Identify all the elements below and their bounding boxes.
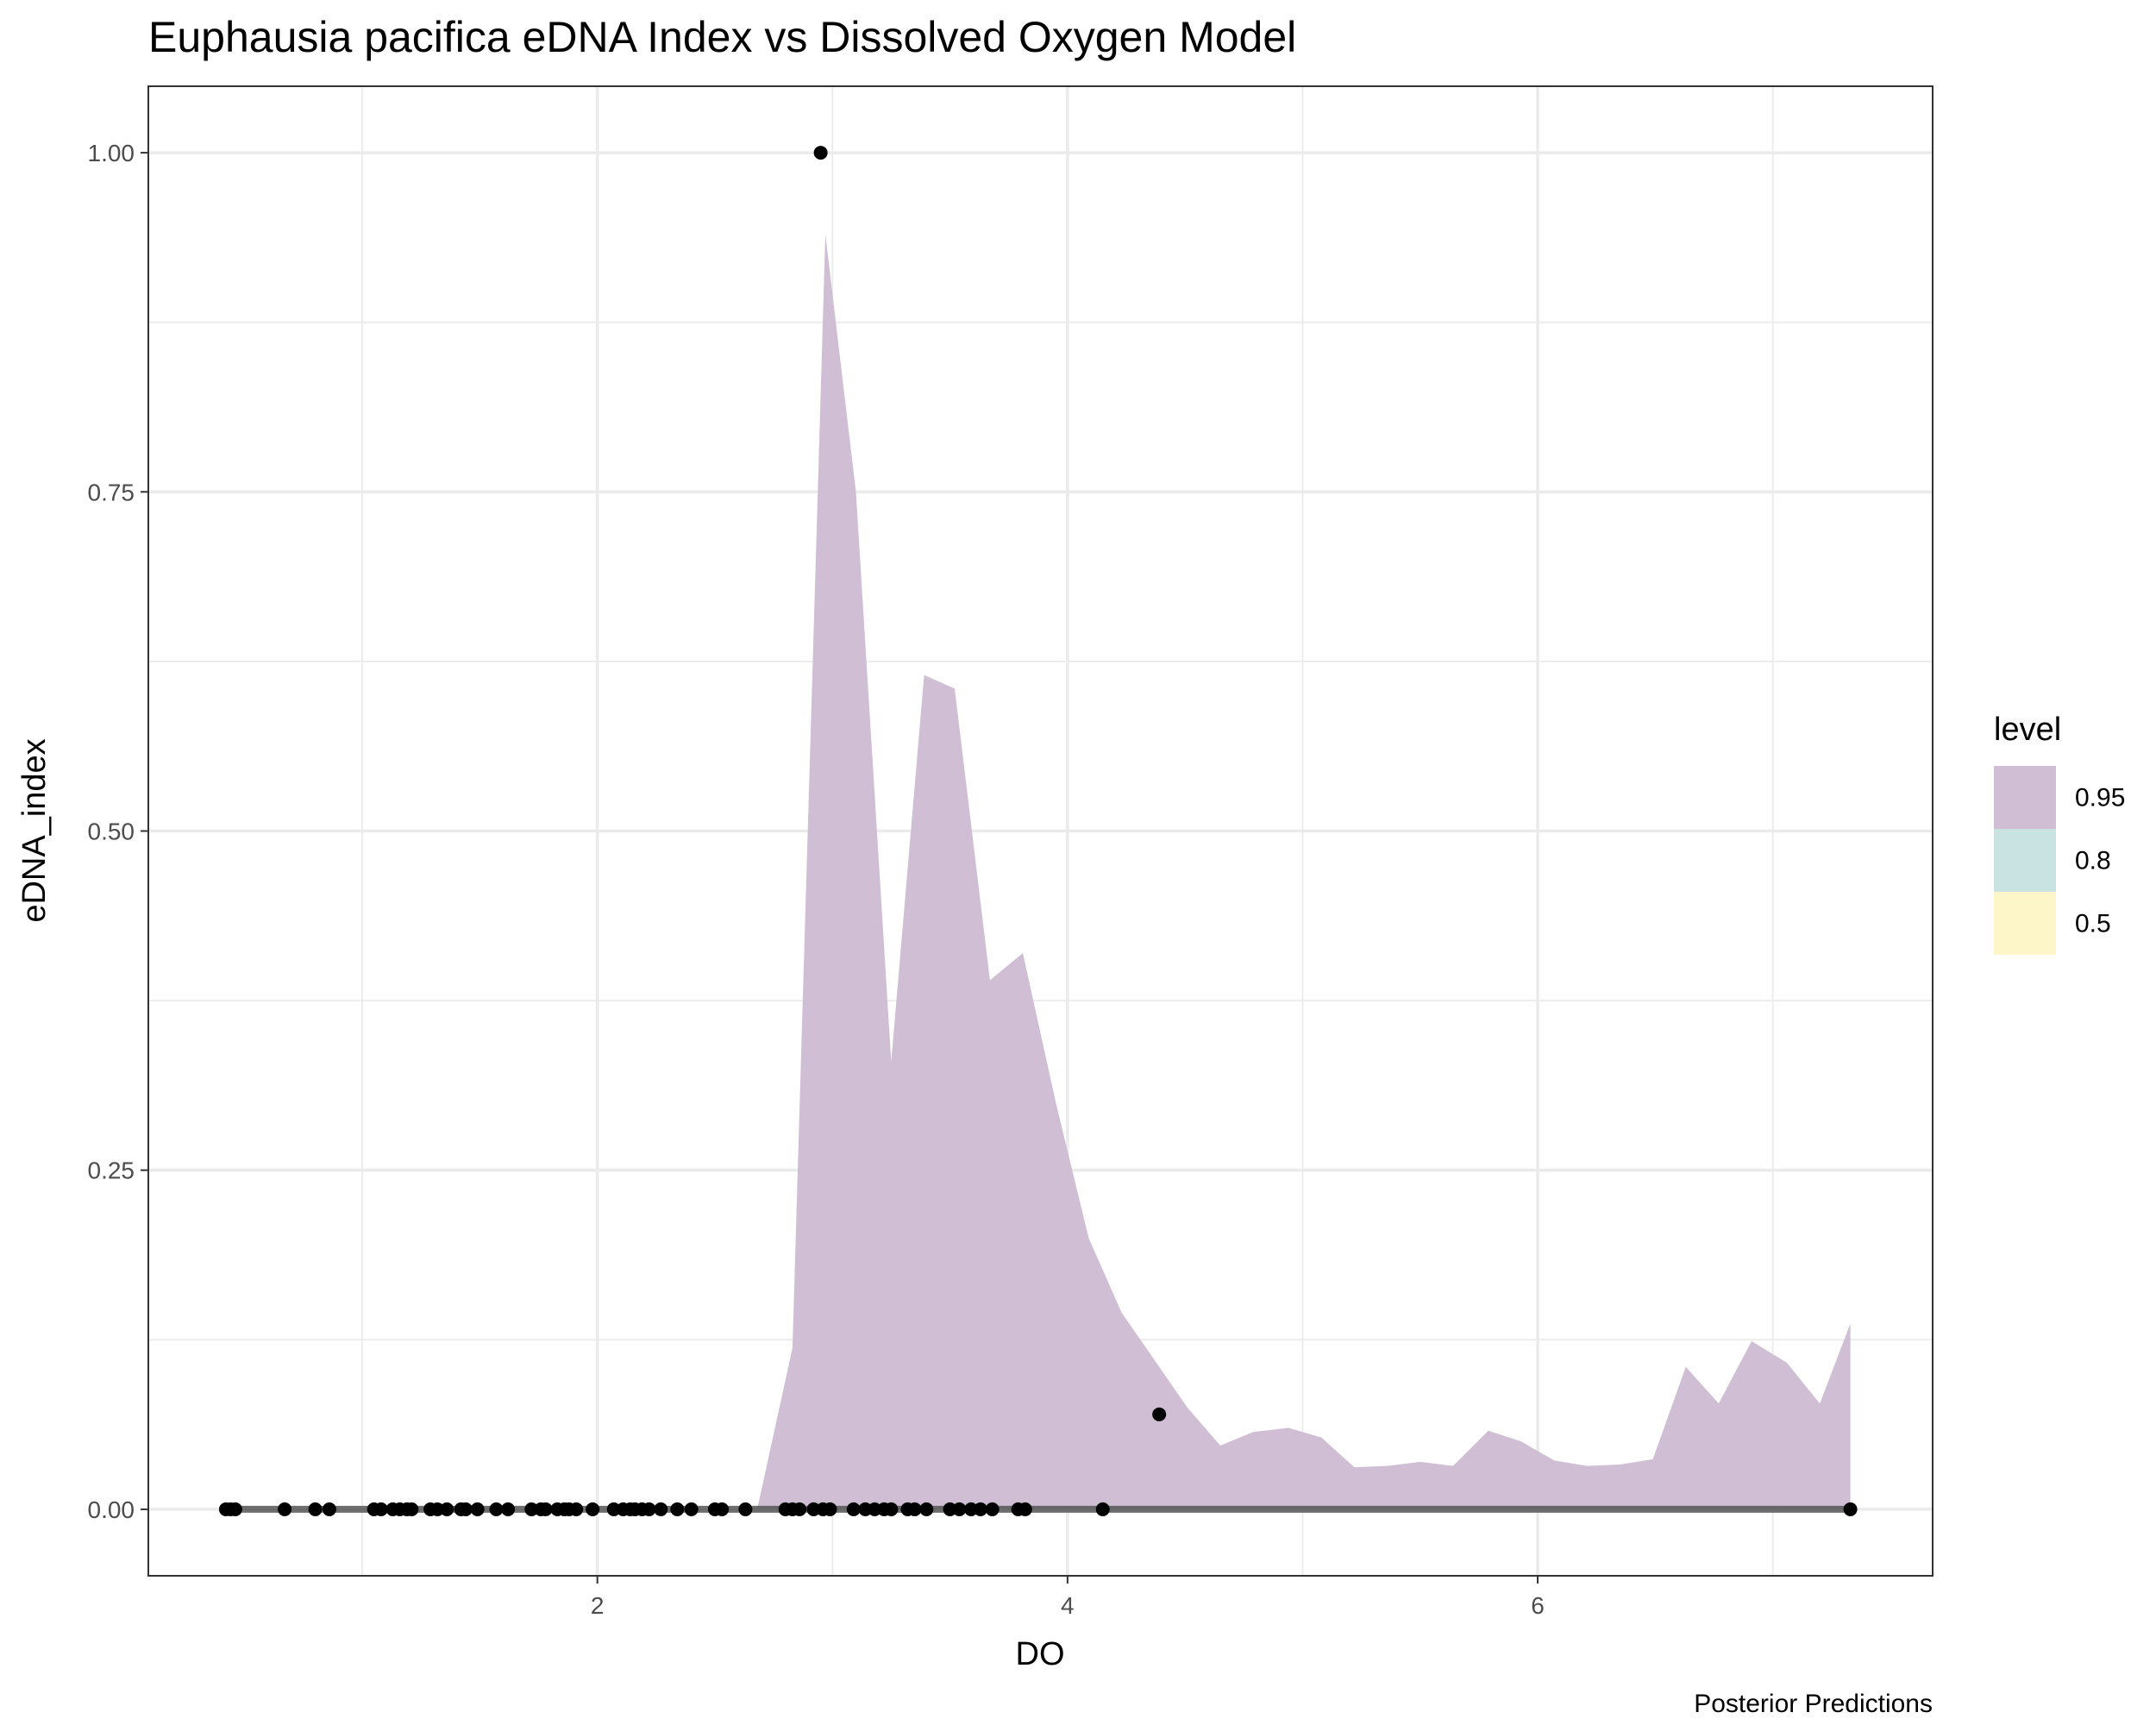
- data-point: [907, 1502, 922, 1516]
- data-point: [1152, 1407, 1167, 1421]
- y-axis-title: eDNA_index: [16, 738, 53, 922]
- legend-title: level: [1994, 712, 2061, 748]
- data-point: [823, 1502, 837, 1516]
- data-point: [1018, 1502, 1032, 1516]
- y-tick-label: 0.00: [88, 1496, 135, 1523]
- y-tick-label: 0.25: [88, 1157, 135, 1184]
- data-point: [670, 1502, 685, 1516]
- data-point: [569, 1502, 584, 1516]
- data-point: [985, 1502, 1000, 1516]
- y-tick-label: 1.00: [88, 140, 135, 166]
- data-point: [952, 1502, 967, 1516]
- y-tick-label: 0.50: [88, 819, 135, 845]
- data-point: [322, 1502, 336, 1516]
- data-point: [1843, 1502, 1858, 1516]
- data-point: [538, 1502, 553, 1516]
- data-point: [373, 1502, 388, 1516]
- data-point: [586, 1502, 600, 1516]
- data-point: [440, 1502, 454, 1516]
- data-point: [813, 146, 828, 160]
- chart-title: Euphausia pacifica eDNA Index vs Dissolv…: [148, 13, 1296, 61]
- data-point: [1095, 1502, 1110, 1516]
- data-point: [228, 1502, 242, 1516]
- legend-key: [1994, 892, 2056, 955]
- x-tick-label: 2: [591, 1592, 605, 1619]
- legend-label: 0.95: [2075, 784, 2125, 812]
- data-point: [884, 1502, 899, 1516]
- data-point: [642, 1502, 656, 1516]
- data-point: [715, 1502, 730, 1516]
- data-point: [973, 1502, 987, 1516]
- x-tick-label: 4: [1061, 1592, 1075, 1619]
- legend-key: [1994, 829, 2056, 892]
- data-point: [470, 1502, 485, 1516]
- data-point: [459, 1502, 473, 1516]
- legend-label: 0.5: [2075, 910, 2111, 938]
- data-point: [404, 1502, 419, 1516]
- data-point: [308, 1502, 323, 1516]
- data-point: [738, 1502, 753, 1516]
- ribbon-area: [757, 234, 1851, 1509]
- x-tick-label: 6: [1531, 1592, 1545, 1619]
- data-point: [919, 1502, 934, 1516]
- data-point: [654, 1502, 668, 1516]
- legend-label: 0.8: [2075, 847, 2111, 875]
- data-point: [489, 1502, 504, 1516]
- data-point: [793, 1502, 807, 1516]
- data-point: [846, 1502, 861, 1516]
- data-point: [501, 1502, 516, 1516]
- data-point: [278, 1502, 292, 1516]
- caption: Posterior Predictions: [1694, 1690, 1933, 1718]
- data-point: [684, 1502, 699, 1516]
- legend-key: [1994, 766, 2056, 829]
- x-axis-title: DO: [1016, 1636, 1065, 1672]
- y-tick-label: 0.75: [88, 479, 135, 505]
